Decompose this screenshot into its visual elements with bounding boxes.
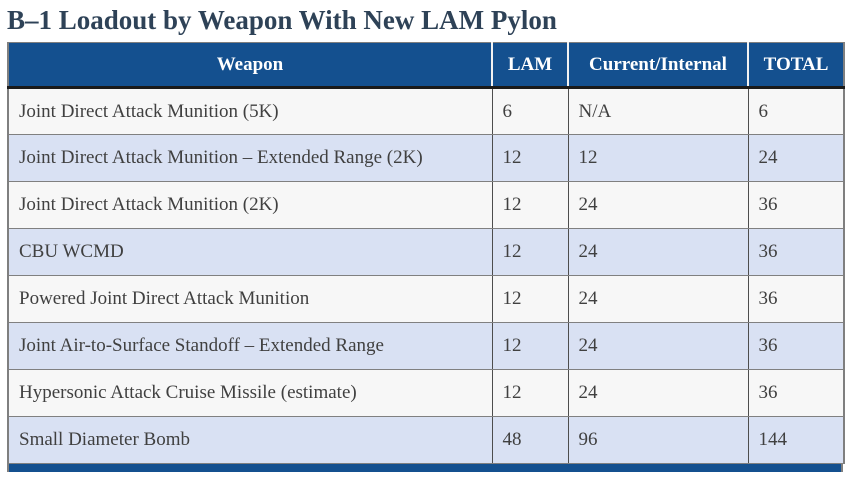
table-row: Hypersonic Attack Cruise Missile (estima… <box>8 369 844 418</box>
cell-weapon: Small Diameter Bomb <box>8 416 493 465</box>
table-row: Joint Direct Attack Munition (2K) 12 24 36 <box>8 181 844 230</box>
cell-total: 36 <box>748 275 844 324</box>
cell-total: 36 <box>748 369 844 418</box>
cell-lam: 12 <box>492 322 569 371</box>
column-header-lam: LAM <box>492 42 569 90</box>
cell-lam: 12 <box>492 228 569 277</box>
cell-current-internal: 24 <box>568 369 749 418</box>
cell-weapon: Joint Air-to-Surface Standoff – Extended… <box>8 322 493 371</box>
table-row: Small Diameter Bomb 48 96 144 <box>8 416 844 465</box>
cell-total: 24 <box>748 134 844 183</box>
cell-total: 6 <box>748 87 844 136</box>
table-header: Weapon LAM Current/Internal TOTAL <box>8 42 844 90</box>
header-row: Weapon LAM Current/Internal TOTAL <box>8 42 844 90</box>
cell-current-internal: 24 <box>568 228 749 277</box>
table-row: Joint Direct Attack Munition (5K) 6 N/A 6 <box>8 87 844 136</box>
table-row: CBU WCMD 12 24 36 <box>8 228 844 277</box>
cell-total: 36 <box>748 322 844 371</box>
cell-current-internal: 96 <box>568 416 749 465</box>
cell-lam: 12 <box>492 134 569 183</box>
table-footer-bar <box>7 464 843 473</box>
cell-weapon: Hypersonic Attack Cruise Missile (estima… <box>8 369 493 418</box>
cell-weapon: Powered Joint Direct Attack Munition <box>8 275 493 324</box>
cell-weapon: Joint Direct Attack Munition (5K) <box>8 87 493 136</box>
table-body: Joint Direct Attack Munition (5K) 6 N/A 6 Jo… <box>8 87 844 465</box>
cell-total: 36 <box>748 181 844 230</box>
cell-current-internal: 24 <box>568 181 749 230</box>
cell-lam: 6 <box>492 87 569 136</box>
column-header-current-internal: Current/Internal <box>568 42 749 90</box>
page-title: B–1 Loadout by Weapon With New LAM Pylon <box>7 5 557 35</box>
cell-lam: 48 <box>492 416 569 465</box>
cell-weapon: Joint Direct Attack Munition (2K) <box>8 181 493 230</box>
table-row: Powered Joint Direct Attack Munition 12 24… <box>8 275 844 324</box>
cell-total: 144 <box>748 416 844 465</box>
cell-total: 36 <box>748 228 844 277</box>
table-row: Joint Direct Attack Munition – Extended … <box>8 134 844 183</box>
cell-lam: 12 <box>492 181 569 230</box>
column-header-total: TOTAL <box>748 42 844 90</box>
cell-weapon: Joint Direct Attack Munition – Extended … <box>8 134 493 183</box>
cell-current-internal: 12 <box>568 134 749 183</box>
cell-current-internal: 24 <box>568 322 749 371</box>
column-header-weapon: Weapon <box>8 42 493 90</box>
table-row: Joint Air-to-Surface Standoff – Extended… <box>8 322 844 371</box>
cell-lam: 12 <box>492 369 569 418</box>
loadout-table: Weapon LAM Current/Internal TOTAL Joint … <box>7 42 845 465</box>
cell-lam: 12 <box>492 275 569 324</box>
cell-weapon: CBU WCMD <box>8 228 493 277</box>
cell-current-internal: 24 <box>568 275 749 324</box>
cell-current-internal: N/A <box>568 87 749 136</box>
